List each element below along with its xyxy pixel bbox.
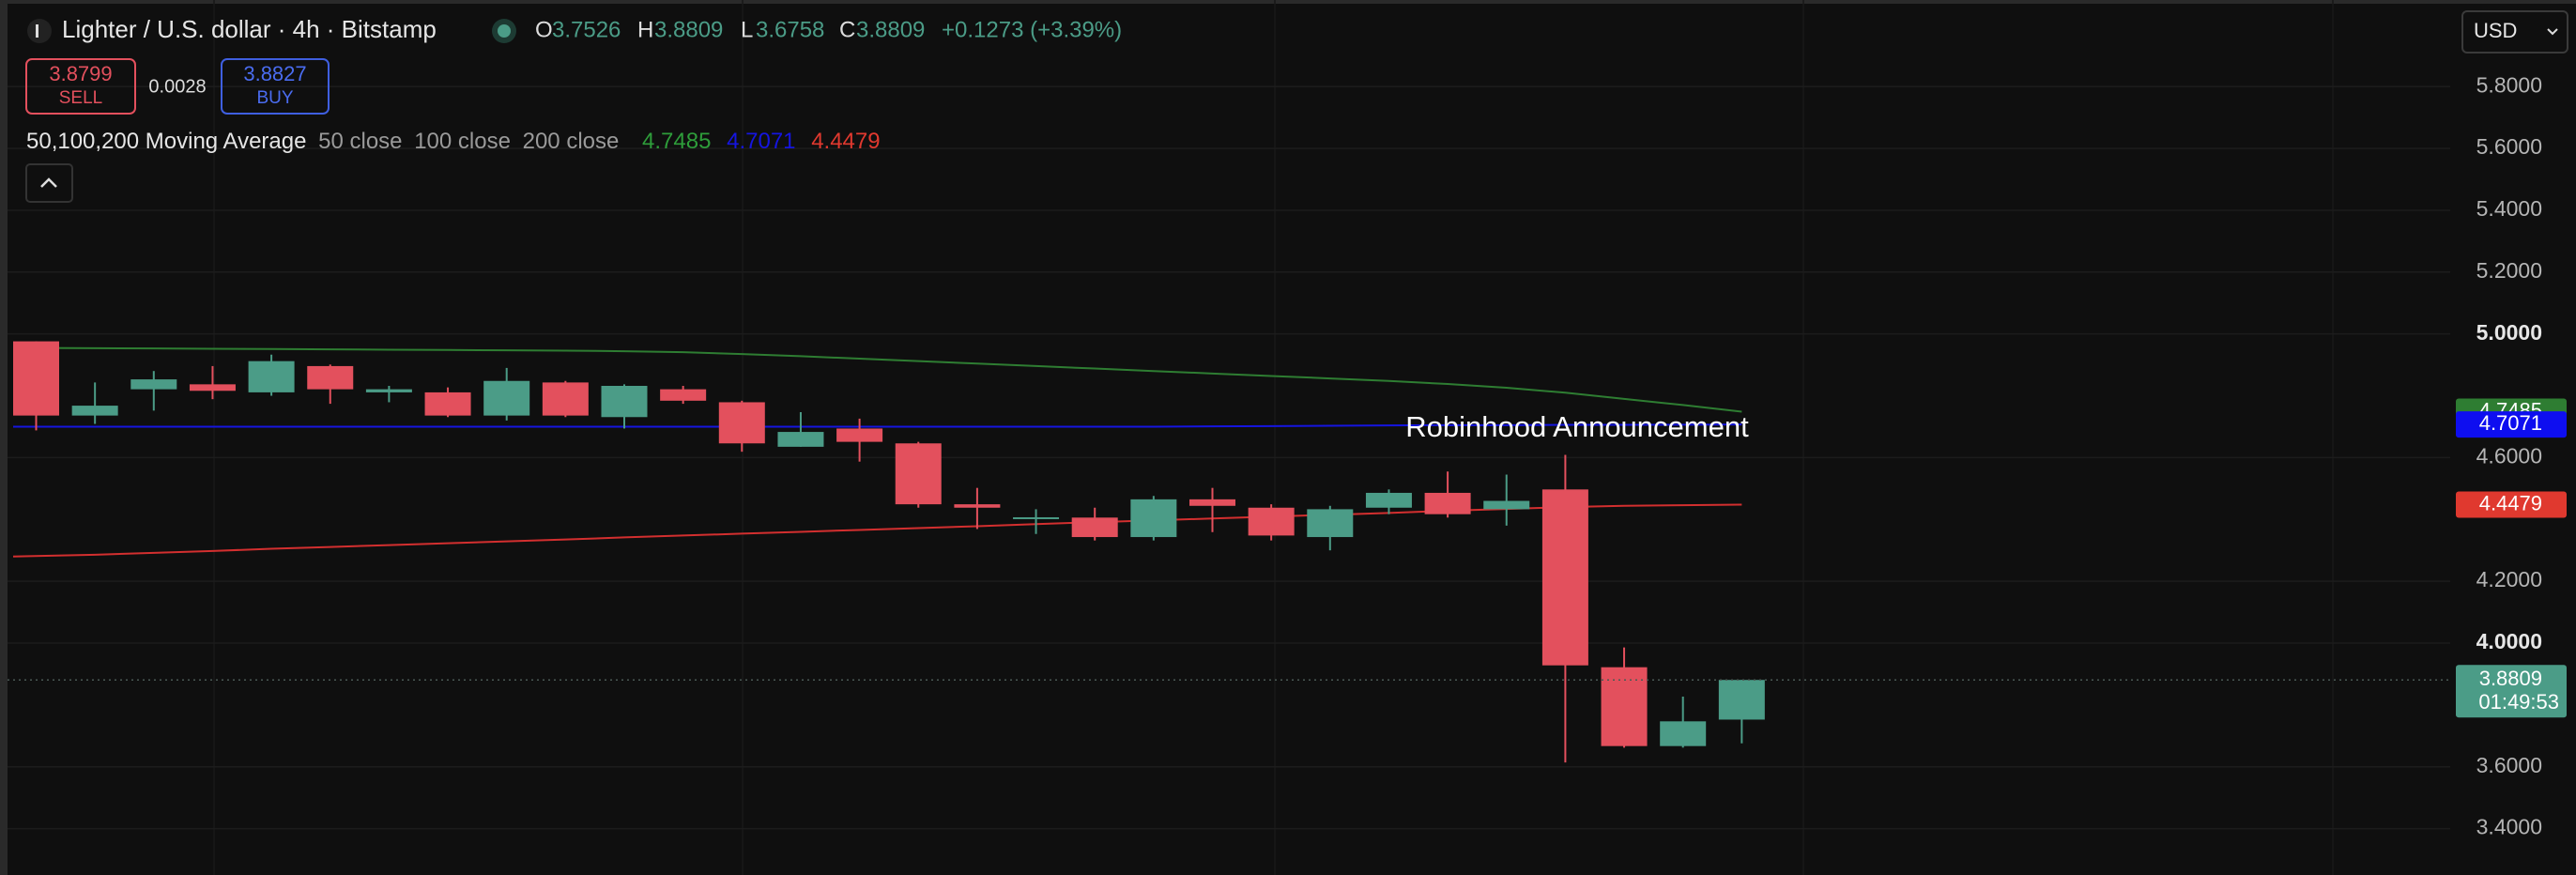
sell-label: SELL bbox=[59, 88, 102, 108]
candle-body bbox=[718, 402, 765, 444]
ohlc-value: 3.8809 bbox=[654, 17, 723, 42]
y-tick-label: 3.6000 bbox=[2476, 753, 2542, 777]
candle-body bbox=[1660, 721, 1707, 746]
buy-label: BUY bbox=[256, 88, 293, 108]
y-tick-label: 5.6000 bbox=[2476, 134, 2542, 159]
candle-body bbox=[1130, 499, 1177, 538]
candle-body bbox=[1189, 499, 1235, 506]
dropdown-icon bbox=[2547, 28, 2558, 36]
ohlc-label: C bbox=[839, 17, 855, 42]
indicator-param: 100 close bbox=[414, 129, 511, 154]
symbol-logo bbox=[27, 19, 52, 43]
y-tick-label: 5.0000 bbox=[2476, 320, 2542, 345]
indicator-legend: 50,100,200 Moving Average 50 close 100 c… bbox=[26, 129, 881, 154]
y-tick-label: 5.2000 bbox=[2476, 258, 2542, 283]
sell-price: 3.8799 bbox=[49, 62, 112, 85]
candle-body bbox=[1601, 667, 1648, 746]
collapse-button[interactable] bbox=[25, 163, 73, 203]
buy-price: 3.8827 bbox=[243, 62, 306, 85]
indicator-value: 4.7071 bbox=[727, 129, 795, 154]
candle-body bbox=[483, 380, 530, 416]
ma-price-label-box bbox=[2456, 411, 2567, 438]
ma-price-label-box bbox=[2456, 491, 2567, 518]
moving-average-line bbox=[13, 423, 1742, 428]
ma-price-label: 4.4479 bbox=[2479, 491, 2542, 514]
header: Lighter / U.S. dollar · 4h · Bitstamp O … bbox=[25, 10, 2568, 203]
indicator-name[interactable]: 50,100,200 Moving Average bbox=[26, 129, 306, 154]
y-tick-label: 5.8000 bbox=[2476, 72, 2542, 97]
sell-button[interactable] bbox=[25, 58, 136, 115]
candle-body bbox=[660, 389, 707, 401]
price-label: 3.8809 bbox=[2479, 667, 2542, 690]
candle-body bbox=[1248, 507, 1295, 536]
candle-body bbox=[13, 341, 59, 416]
indicator-param: 50 close bbox=[318, 129, 402, 154]
candle-body bbox=[189, 384, 236, 391]
candle-body bbox=[1013, 516, 1060, 519]
candle-body bbox=[71, 406, 118, 416]
candle-body bbox=[836, 428, 883, 442]
countdown: 01:49:53 bbox=[2478, 690, 2559, 714]
indicator-param: 200 close bbox=[523, 129, 620, 154]
plot: Robinhood Announcement bbox=[8, 341, 2450, 763]
ohlc-label: O bbox=[535, 17, 553, 42]
market-status-dot bbox=[498, 24, 511, 38]
candle-body bbox=[542, 382, 589, 416]
candle-body bbox=[1718, 680, 1765, 720]
candle-body bbox=[424, 391, 471, 416]
symbol-title[interactable]: Lighter / U.S. dollar · 4h · Bitstamp bbox=[62, 15, 437, 43]
collapse-icon bbox=[40, 177, 57, 188]
candle-body bbox=[1541, 489, 1588, 666]
candle-body bbox=[1365, 492, 1412, 508]
price-axis: 5.8000 5.6000 5.4000 5.2000 5.0000 4.6000 4.20… bbox=[2456, 72, 2567, 839]
left-border bbox=[0, 0, 8, 875]
candle-body bbox=[307, 365, 354, 390]
candle-body bbox=[365, 389, 412, 392]
grid bbox=[8, 0, 2450, 875]
currency-select[interactable] bbox=[2461, 10, 2568, 54]
logo-mark bbox=[36, 24, 38, 38]
candle-body bbox=[601, 386, 648, 418]
candle-body bbox=[1424, 492, 1471, 514]
moving-average-line bbox=[12, 346, 1742, 413]
y-tick-label: 3.4000 bbox=[2476, 815, 2542, 839]
candle-body bbox=[248, 361, 295, 392]
price-change: +0.1273 (+3.39%) bbox=[942, 17, 1122, 42]
buy-button[interactable] bbox=[221, 58, 330, 115]
ohlc-value: 3.7526 bbox=[552, 17, 621, 42]
y-tick-label: 4.2000 bbox=[2476, 567, 2542, 591]
indicator-value: 4.4479 bbox=[811, 129, 880, 154]
spread: 0.0028 bbox=[148, 76, 206, 97]
candle-body bbox=[954, 504, 1001, 508]
ohlc-label: H bbox=[637, 17, 653, 42]
y-tick-label: 4.0000 bbox=[2476, 629, 2542, 653]
price-label-box bbox=[2456, 665, 2567, 718]
y-tick-label: 5.4000 bbox=[2476, 196, 2542, 221]
annotation: Robinhood Announcement bbox=[1405, 410, 1749, 443]
candle-body bbox=[777, 432, 824, 447]
candle-body bbox=[1307, 509, 1354, 538]
ohlc-value: 3.8809 bbox=[856, 17, 925, 42]
ohlc-label: L bbox=[741, 17, 753, 42]
candle-body bbox=[1071, 517, 1118, 538]
indicator-value: 4.7485 bbox=[642, 129, 711, 154]
ma-price-label: 4.7071 bbox=[2479, 411, 2542, 435]
y-tick-label: 4.6000 bbox=[2476, 443, 2542, 468]
candle-body bbox=[895, 443, 942, 505]
currency: USD bbox=[2474, 19, 2517, 42]
candle-body bbox=[1483, 500, 1530, 510]
top-border bbox=[0, 0, 2576, 4]
candle-body bbox=[130, 379, 177, 390]
ohlc-value: 3.6758 bbox=[756, 17, 824, 42]
